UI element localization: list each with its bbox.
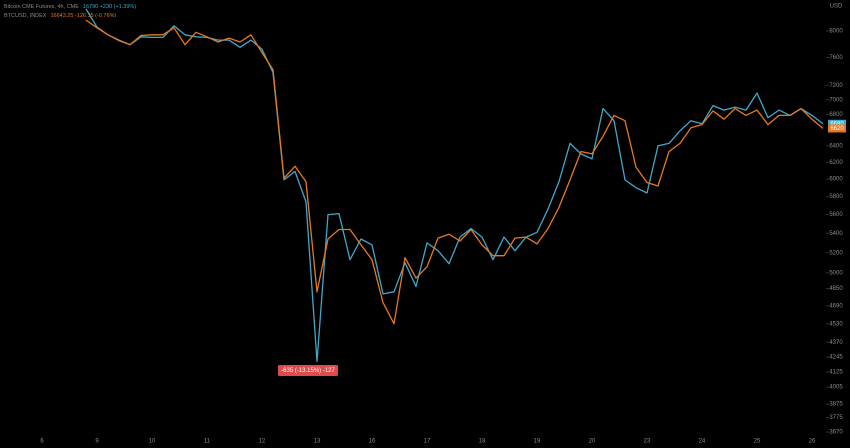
- x-tick-label: 17: [424, 439, 431, 445]
- x-tick-label: 23: [644, 439, 651, 445]
- y-tick-label: 7000: [829, 97, 843, 103]
- y-tick-label: 4125: [829, 370, 843, 376]
- legend-name: Bitcoin CME Futures, 4h, CME: [4, 4, 79, 10]
- x-tick-label: 9: [95, 439, 99, 445]
- y-tick-label: 3670: [829, 430, 843, 436]
- x-tick-label: 25: [754, 439, 761, 445]
- annotation-box: [278, 365, 338, 376]
- x-tick-label: 12: [259, 439, 266, 445]
- y-tick-label: 6200: [829, 160, 843, 166]
- legend-name: BTCUSD, INDEX: [4, 13, 47, 19]
- legend-summary: 16790 +230 (+1.39%): [83, 4, 136, 10]
- y-tick-label: 5800: [829, 194, 843, 200]
- x-tick-label: 20: [589, 439, 596, 445]
- legend-summary: 16643.25 -126.35 (-0.76%): [50, 13, 116, 19]
- legend-entry: Bitcoin CME Futures, 4h, CME 16790 +230 (…: [4, 4, 136, 10]
- y-tick-label: 6400: [829, 143, 843, 149]
- y-tick-label: 5600: [829, 212, 843, 218]
- x-tick-label: 6: [40, 439, 44, 445]
- y-tick-label: 6800: [829, 112, 843, 118]
- legend-entry: BTCUSD, INDEX 16643.25 -126.35 (-0.76%): [4, 13, 116, 19]
- y-tick-label: 4245: [829, 355, 843, 361]
- annotation: -635 (-13.15%) -127: [281, 368, 335, 374]
- y-tick-label: 5000: [829, 270, 843, 276]
- price-tag: [828, 124, 846, 133]
- x-tick-label: 11: [204, 439, 211, 445]
- y-tick-label: 4850: [829, 286, 843, 292]
- y-tick-label: 5400: [829, 231, 843, 237]
- x-tick-label: 16: [369, 439, 376, 445]
- x-tick-label: 19: [534, 439, 541, 445]
- price-tag: [828, 119, 846, 128]
- y-tick-label: 3875: [829, 402, 843, 408]
- x-tick-label: 24: [699, 439, 706, 445]
- y-tick-label: 4370: [829, 340, 843, 346]
- price-tag-label: 6620: [830, 126, 844, 132]
- y-tick-label: 4005: [829, 385, 843, 391]
- x-tick-label: 13: [314, 439, 321, 445]
- price-tag-label: 6680: [830, 121, 844, 127]
- y-tick-label: 4530: [829, 321, 843, 327]
- y-tick-label: 7600: [829, 55, 843, 61]
- x-tick-label: 10: [149, 439, 156, 445]
- y-tick-label: 7200: [829, 83, 843, 89]
- x-tick-label: 18: [479, 439, 486, 445]
- y-tick-label: 3775: [829, 415, 843, 421]
- y-tick-label: 6000: [829, 177, 843, 183]
- x-tick-label: 26: [809, 439, 816, 445]
- y-tick-label: 5200: [829, 250, 843, 256]
- series-line: [85, 19, 824, 325]
- y-tick-label: 8000: [829, 29, 843, 35]
- currency-label: USD: [830, 4, 843, 10]
- legend: Bitcoin CME Futures, 4h, CME 16790 +230 (…: [4, 4, 136, 19]
- y-tick-label: 4690: [829, 303, 843, 309]
